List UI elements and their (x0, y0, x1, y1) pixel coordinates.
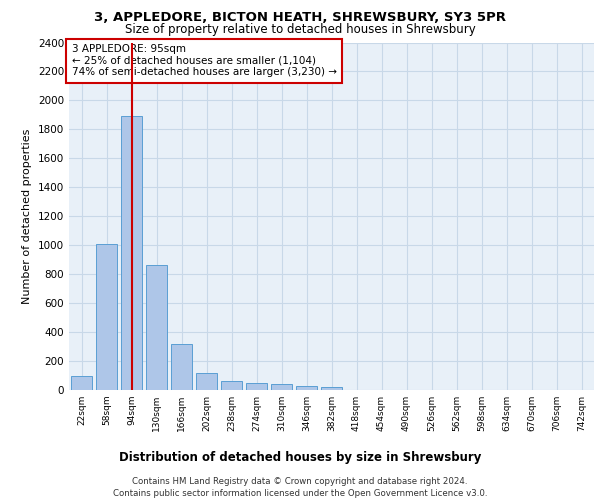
Bar (321, 387, 342, 390)
Text: 3 APPLEDORE: 95sqm
← 25% of detached houses are smaller (1,104)
74% of semi-deta: 3 APPLEDORE: 95sqm ← 25% of detached hou… (71, 44, 337, 78)
Y-axis label: Number of detached properties: Number of detached properties (22, 128, 32, 304)
Bar (146, 266, 167, 390)
Bar (171, 344, 192, 390)
Bar (96, 244, 117, 390)
Bar (196, 372, 217, 390)
Bar (271, 384, 292, 390)
Text: Contains HM Land Registry data © Crown copyright and database right 2024.
Contai: Contains HM Land Registry data © Crown c… (113, 476, 487, 498)
Text: Size of property relative to detached houses in Shrewsbury: Size of property relative to detached ho… (125, 22, 475, 36)
Text: Distribution of detached houses by size in Shrewsbury: Distribution of detached houses by size … (119, 451, 481, 464)
Text: 3, APPLEDORE, BICTON HEATH, SHREWSBURY, SY3 5PR: 3, APPLEDORE, BICTON HEATH, SHREWSBURY, … (94, 11, 506, 24)
Bar (71, 376, 92, 390)
Bar (221, 382, 242, 390)
Bar (246, 383, 267, 390)
Bar (296, 386, 317, 390)
Bar (121, 116, 142, 390)
